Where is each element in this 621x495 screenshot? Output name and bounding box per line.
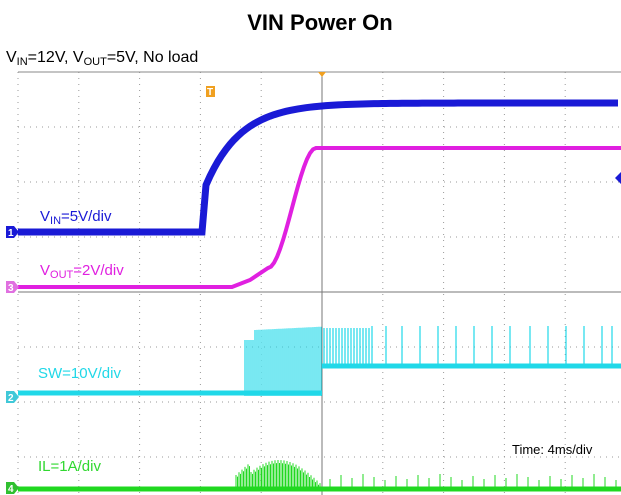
label-part: IL=1A/div	[38, 458, 101, 475]
il-ripple	[235, 460, 617, 489]
title: VIN Power On	[247, 10, 392, 35]
ch-marker	[6, 482, 19, 494]
subtitle-part: V	[6, 49, 17, 66]
vin-trace	[18, 99, 618, 236]
channel-label: VOUT=2V/div	[40, 262, 124, 281]
channel-label: IL=1A/div	[38, 458, 101, 475]
label-part: =5V/div	[61, 208, 112, 225]
subtitle-part: =12V, V	[28, 49, 84, 66]
graticule	[17, 71, 621, 495]
ch-marker-text: 2	[8, 393, 14, 404]
trigger-text: T	[207, 87, 213, 98]
ch-marker	[6, 391, 19, 403]
markers: 1 3 2 4 T	[6, 72, 621, 495]
sw-spikes	[244, 326, 613, 396]
timebase: Time: 4ms/div	[512, 442, 593, 457]
vout-trace	[18, 146, 621, 289]
label-part: OUT	[50, 269, 74, 281]
waveforms	[18, 99, 621, 492]
ch-marker-text: 1	[8, 228, 14, 239]
level-marker	[615, 172, 621, 184]
subtitle-sub: OUT	[84, 56, 108, 68]
label-part: SW=10V/div	[38, 365, 121, 382]
subtitle: VIN=12V, VOUT=5V, No load	[6, 49, 198, 68]
ch-marker	[6, 226, 19, 238]
ch-marker-text: 4	[8, 484, 14, 495]
trigger-point	[318, 72, 326, 77]
label-part: V	[40, 262, 50, 279]
ch-marker-text: 3	[8, 283, 14, 294]
label-part: IN	[50, 215, 61, 227]
channel-label: VIN=5V/div	[40, 208, 112, 227]
subtitle-part: =5V, No load	[107, 49, 198, 66]
label-part: =2V/div	[73, 262, 124, 279]
ch-marker	[6, 281, 19, 293]
channel-label: SW=10V/div	[38, 365, 121, 382]
subtitle-sub: IN	[17, 56, 28, 68]
label-part: V	[40, 208, 50, 225]
trigger-marker	[206, 86, 215, 97]
